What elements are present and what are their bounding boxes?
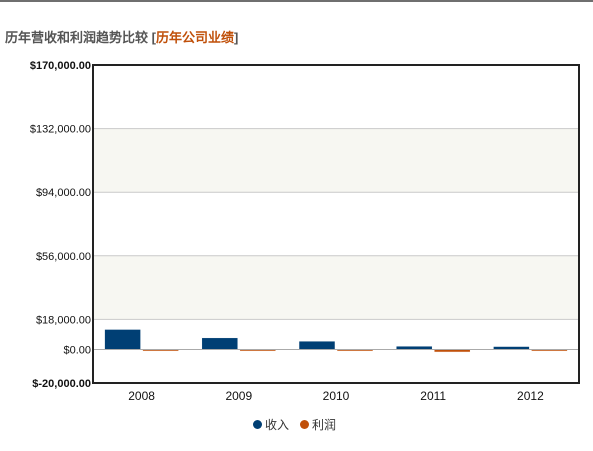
- y-tick-label: $56,000.00: [36, 251, 91, 263]
- legend-item-revenue[interactable]: 收入: [253, 416, 289, 433]
- bar-revenue-2008: [104, 329, 141, 350]
- legend-dot-icon: [300, 420, 309, 429]
- y-tick-label: $-20,000.00: [32, 378, 91, 390]
- legend-label: 收入: [265, 418, 290, 432]
- x-tick-label: 2010: [323, 389, 350, 403]
- y-tick-label: $18,000.00: [36, 314, 91, 326]
- company-performance-link[interactable]: 历年公司业绩: [155, 30, 234, 45]
- x-tick-label: 2012: [517, 389, 544, 403]
- x-tick-label: 2009: [225, 389, 252, 403]
- bars: [104, 329, 568, 353]
- background-band: [93, 128, 579, 193]
- x-tick-label: 2008: [128, 389, 155, 403]
- bar-revenue-2009: [201, 337, 239, 350]
- background-band: [93, 255, 579, 320]
- bar-revenue-2011: [395, 345, 433, 350]
- y-tick-label: $170,000.00: [30, 60, 91, 72]
- top-divider: [0, 0, 593, 2]
- background-bands: [93, 128, 579, 320]
- bracket-close: ]: [234, 30, 239, 45]
- bracket-open: [: [151, 30, 156, 45]
- plot-frame: [92, 64, 580, 384]
- y-tick-label: $94,000.00: [36, 187, 91, 199]
- legend-label: 利润: [312, 418, 337, 432]
- y-axis: $-20,000.00 $0.00 $18,000.00 $56,000.00 $94,…: [30, 60, 91, 390]
- chart-header: 历年营收和利润趋势比较 [历年公司业绩]: [5, 27, 238, 46]
- legend-dot-icon: [253, 420, 262, 429]
- y-tick-label: $132,000.00: [30, 124, 91, 136]
- legend-item-profit[interactable]: 利润: [300, 416, 336, 433]
- y-tick-label: $0.00: [63, 345, 91, 357]
- chart-title: 历年营收和利润趋势比较: [5, 30, 149, 45]
- gridlines: [93, 128, 579, 320]
- x-tick-label: 2011: [420, 389, 446, 403]
- x-axis: 2008 2009 2010 2011 2012: [128, 389, 544, 403]
- bar-revenue-2010: [298, 340, 336, 350]
- legend: 收入 利润: [0, 416, 593, 432]
